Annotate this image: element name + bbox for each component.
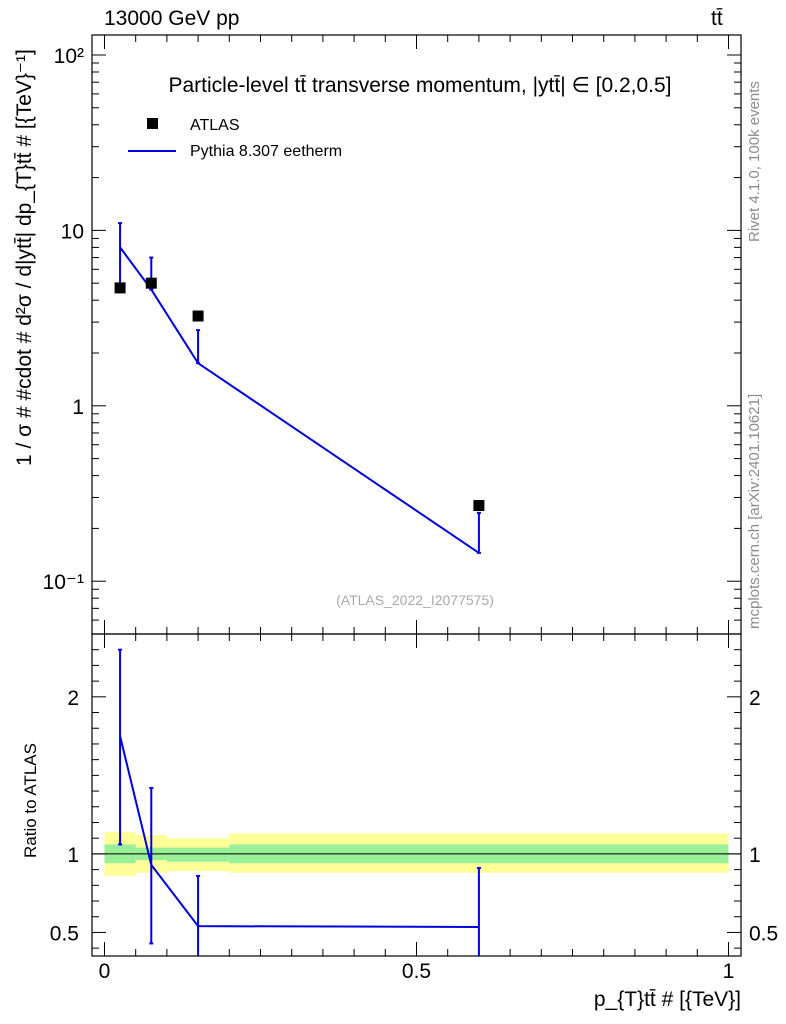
main-y-tick-label: 1 (72, 396, 84, 419)
header-process: 13000 GeV pp (104, 7, 240, 30)
atlas-data-point (192, 310, 204, 322)
atlas-data-point (114, 282, 126, 294)
pythia-series-line (119, 246, 480, 554)
atlas-data-point (145, 277, 157, 289)
main-y-tick-label: 10 (61, 220, 84, 243)
analysis-watermark: (ATLAS_2022_I2077575) (336, 592, 494, 608)
legend-pythia-label: Pythia 8.307 eetherm (190, 143, 342, 160)
main-panel: 10⁻¹ 1 10 10² (ATLAS_2022_I2077575) Particle-… (43, 34, 742, 635)
ratio-inner-band (166, 847, 230, 862)
atlas-data-point (473, 500, 485, 512)
main-y-tick-label: 10² (54, 45, 84, 68)
ratio-series-line (119, 735, 479, 928)
ratio-panel: 0.5 0.5 1 1 2 2 0 0.5 1 p_{T}tt̄ # [{TeV}] (50, 633, 778, 1011)
legend-atlas-marker (147, 118, 158, 129)
ratio-y-tick-label-right: 0.5 (749, 922, 778, 945)
x-axis-label: p_{T}tt̄ # [{TeV}] (594, 988, 741, 1011)
ratio-y-tick-label-right: 1 (749, 844, 761, 867)
ratio-y-tick-label: 0.5 (50, 922, 79, 945)
header-final-state: tt̄ (711, 7, 723, 30)
chart-title: Particle-level tt̄ transverse momentum, … (168, 74, 671, 97)
x-tick-label: 0.5 (402, 960, 431, 983)
ratio-y-tick-label: 1 (67, 844, 79, 867)
x-tick-label: 1 (723, 960, 735, 983)
main-y-tick-label: 10⁻¹ (43, 571, 84, 594)
x-tick-label: 0 (99, 960, 111, 983)
ratio-frame (91, 633, 742, 957)
legend-atlas-label: ATLAS (190, 117, 240, 134)
ratio-y-tick-label: 2 (67, 687, 79, 710)
ratio-y-tick-label-right: 2 (749, 687, 761, 710)
